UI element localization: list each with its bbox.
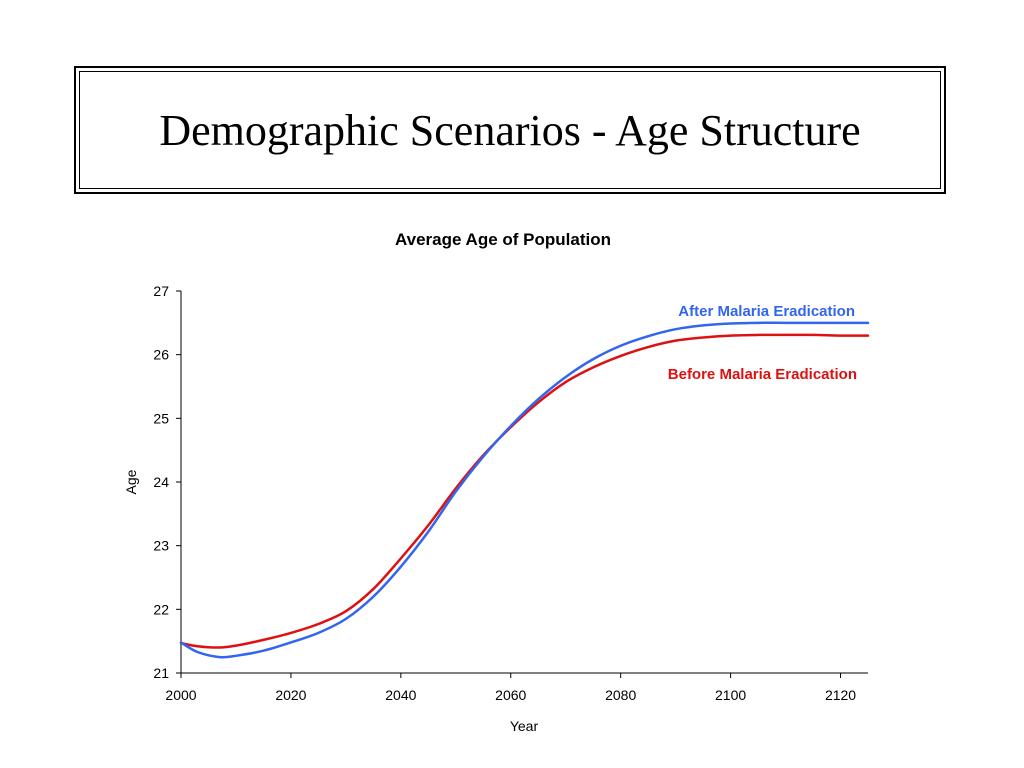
series-labels: After Malaria Eradication Before Malaria … <box>668 303 857 383</box>
x-tick-label: 2060 <box>495 687 526 703</box>
slide-title-inner-frame: Demographic Scenarios - Age Structure <box>79 71 941 189</box>
series-label-before-eradication: Before Malaria Eradication <box>668 366 857 383</box>
x-tick-label: 2000 <box>165 687 196 703</box>
slide-title: Demographic Scenarios - Age Structure <box>159 105 861 155</box>
y-tick-label: 26 <box>153 347 169 363</box>
x-axis-label: Year <box>510 718 539 734</box>
y-tick-label: 22 <box>153 601 169 617</box>
slide-title-frame: Demographic Scenarios - Age Structure <box>74 66 946 194</box>
x-tick-label: 2020 <box>275 687 306 703</box>
y-tick-label: 23 <box>153 538 169 554</box>
x-tick-label: 2100 <box>715 687 746 703</box>
y-tick-label: 21 <box>153 665 169 681</box>
y-tick-label: 27 <box>153 283 169 299</box>
x-axis-ticks: 2000 2020 2040 2060 2080 2100 2120 <box>165 673 856 703</box>
x-tick-label: 2080 <box>605 687 636 703</box>
series-lines <box>179 321 870 659</box>
series-line-after-eradication <box>179 321 870 659</box>
x-tick-label: 2120 <box>825 687 856 703</box>
series-label-after-eradication: After Malaria Eradication <box>678 303 855 320</box>
x-tick-label: 2040 <box>385 687 416 703</box>
y-tick-label: 24 <box>153 474 169 490</box>
y-tick-label: 25 <box>153 410 169 426</box>
y-axis-label: Age <box>123 469 139 494</box>
y-axis-ticks: 21 22 23 24 25 26 27 <box>153 283 181 681</box>
chart-title: Average Age of Population <box>395 230 611 249</box>
